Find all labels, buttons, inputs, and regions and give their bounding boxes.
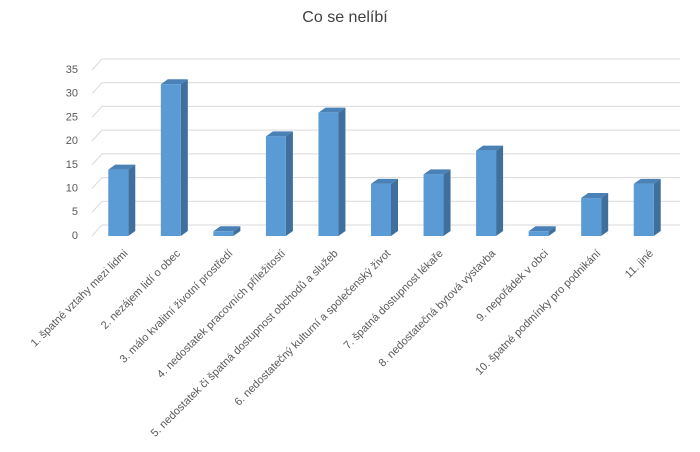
bar-side: [233, 226, 241, 236]
x-tick-label: 7. špatná dostupnost lékaře: [342, 248, 446, 352]
bar-side: [601, 193, 609, 236]
bar-top: [528, 226, 556, 232]
bar: [476, 150, 497, 236]
bar: [265, 136, 286, 236]
x-tick-label: 1. špatné vztahy mezi lidmi: [29, 248, 131, 350]
bar-side: [338, 107, 346, 236]
grid-line: [91, 58, 680, 71]
bar-top: [371, 178, 398, 184]
x-tick-label: 3. málo kvalitní životní prostředí: [118, 248, 236, 366]
bar: [423, 174, 444, 236]
bar: [581, 198, 602, 236]
bar-side: [653, 178, 661, 236]
bar-side: [496, 145, 504, 236]
x-tick-label: 11. jiné: [623, 248, 656, 281]
chart-title: Co se nelíbí: [302, 9, 388, 26]
y-tick-label: 30: [66, 88, 78, 100]
bar-top: [213, 226, 241, 232]
bar: [160, 84, 181, 236]
y-tick-label: 20: [66, 135, 78, 147]
bar-side: [180, 79, 188, 236]
bar-top: [108, 164, 136, 170]
bar: [528, 231, 549, 236]
bar-side: [391, 178, 398, 236]
bar-top: [633, 178, 661, 184]
bar-top: [581, 193, 609, 199]
bar: [633, 183, 654, 236]
y-tick-label: 5: [72, 206, 78, 218]
y-tick-label: 25: [66, 111, 78, 123]
bar: [318, 112, 339, 236]
y-tick-label: 35: [66, 64, 78, 76]
y-tick-label: 15: [66, 159, 78, 171]
bar-top: [423, 169, 451, 175]
bar-top: [476, 145, 504, 151]
grid-line: [91, 105, 680, 118]
bar-side: [128, 164, 136, 236]
bar-side: [443, 169, 451, 236]
bar: [108, 169, 129, 236]
bar: [371, 183, 391, 236]
y-tick-label: 10: [66, 182, 78, 194]
y-tick-label: 0: [72, 230, 78, 242]
bar-top: [160, 79, 188, 85]
bar-top: [265, 131, 293, 137]
bar-top: [318, 107, 346, 113]
x-tick-label: 5. nedostatek či špatná dostupnost obcho…: [149, 248, 341, 440]
grid-line: [91, 82, 680, 95]
grid-line: [91, 129, 680, 142]
bar-side: [548, 226, 556, 236]
bar-side: [285, 131, 293, 236]
bar: [213, 231, 234, 236]
